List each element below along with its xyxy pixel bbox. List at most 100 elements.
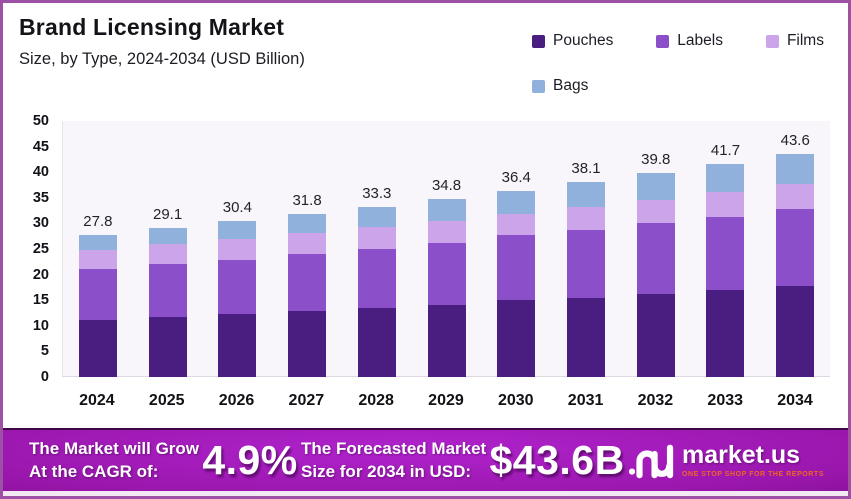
cagr-label-line1: The Market will Grow — [29, 439, 200, 459]
bar-group-2030: 36.4 — [481, 81, 551, 377]
brand-logo: market.us ONE STOP SHOP FOR THE REPORTS — [628, 442, 824, 480]
bar-segment-films — [78, 250, 117, 270]
bar-total-label: 30.4 — [222, 199, 252, 217]
bar-segment-pouches — [357, 307, 396, 377]
x-axis-label-2033: 2033 — [707, 392, 744, 409]
brand-name: market.us — [681, 441, 801, 469]
brand-text: market.us ONE STOP SHOP FOR THE REPORTS — [681, 441, 824, 479]
x-axis-label-2025: 2025 — [148, 392, 185, 409]
chart-legend: Pouches Labels Films Bags — [532, 32, 824, 95]
bar-segment-labels — [636, 223, 675, 295]
bar-segment-pouches — [288, 310, 327, 377]
bar-segment-bags — [427, 198, 466, 221]
bars-container: 27.8 29.1 30.4 31.8 33.3 34.8 36.4 38.1 39.8 41.7… — [63, 81, 830, 377]
y-tick-label: 25 — [32, 241, 49, 257]
footer-banner: The Market will Grow At the CAGR of: 4.9… — [3, 428, 848, 491]
bar-segment-pouches — [567, 297, 605, 377]
bar-total-label: 34.8 — [431, 176, 462, 194]
bar-group-2027: 31.8 — [272, 81, 342, 377]
legend-item-labels: Labels — [656, 32, 723, 50]
x-axis-label-2030: 2030 — [497, 392, 534, 409]
bar-segment-pouches — [78, 319, 117, 377]
bar-group-2028: 33.3 — [342, 81, 412, 377]
legend-item-films: Films — [765, 32, 824, 50]
cagr-value: 4.9% — [202, 437, 298, 483]
bar-segment-films — [148, 244, 187, 265]
bar-segment-pouches — [776, 286, 815, 377]
x-axis-label-2026: 2026 — [218, 392, 255, 409]
bar-segment-bags — [636, 173, 675, 200]
bar-segment-films — [776, 184, 815, 210]
legend-label: Pouches — [553, 32, 614, 49]
bar-segment-labels — [497, 235, 536, 301]
bar-total-label: 36.4 — [501, 168, 531, 186]
forecast-label-line2: Size for 2034 in USD: — [301, 461, 472, 481]
bar-segment-pouches — [148, 316, 187, 377]
x-axis-label-2029: 2029 — [428, 392, 464, 409]
bar-total-label: 38.1 — [571, 159, 601, 177]
bar-segment-bags — [706, 163, 745, 193]
y-tick-label: 5 — [40, 343, 49, 360]
bar-segment-labels — [357, 248, 396, 308]
bar-segment-pouches — [706, 290, 745, 377]
legend-label: Films — [786, 32, 824, 49]
bar-group-2025: 29.1 — [133, 81, 203, 377]
page-title: Brand Licensing Market — [19, 14, 285, 40]
bar-stack — [288, 214, 327, 377]
x-axis-label-2034: 2034 — [777, 392, 813, 409]
bar-total-label: 31.8 — [292, 192, 322, 210]
brand-tagline: ONE STOP SHOP FOR THE REPORTS — [681, 471, 824, 478]
bar-segment-pouches — [218, 314, 257, 377]
bar-stack — [357, 206, 396, 377]
legend-item-bags: Bags — [532, 77, 588, 95]
bottom-strip — [3, 491, 848, 496]
bar-segment-bags — [357, 206, 396, 227]
y-axis: 0 5 10 15 20 25 30 35 40 45 50 — [3, 113, 55, 385]
bar-segment-films — [427, 220, 466, 243]
bar-segment-bags — [148, 228, 187, 245]
bar-total-label: 41.7 — [710, 141, 741, 159]
forecast-value: $43.6B — [489, 437, 625, 483]
bar-segment-films — [288, 233, 327, 255]
legend-label: Labels — [677, 32, 723, 49]
y-tick-label: 10 — [32, 317, 49, 334]
x-axis-label-2027: 2027 — [288, 392, 325, 409]
bar-segment-films — [497, 214, 536, 236]
bar-total-label: 39.8 — [641, 151, 671, 169]
page-subtitle: Size, by Type, 2024-2034 (USD Billion) — [19, 50, 305, 68]
x-axis-label-2028: 2028 — [358, 392, 394, 409]
x-axis-label-2024: 2024 — [79, 392, 115, 409]
bar-stack — [776, 153, 815, 377]
y-tick-label: 30 — [32, 215, 49, 232]
bar-segment-labels — [706, 216, 745, 291]
bar-segment-labels — [148, 264, 187, 317]
x-axis-label-2031: 2031 — [567, 392, 604, 409]
bar-segment-bags — [288, 214, 327, 234]
bar-group-2031: 38.1 — [551, 81, 621, 377]
bar-total-label: 27.8 — [83, 212, 113, 230]
bar-segment-films — [357, 227, 396, 249]
bar-stack — [427, 198, 466, 377]
bar-segment-labels — [776, 209, 815, 287]
plot-area: 27.8 29.1 30.4 31.8 33.3 34.8 36.4 38.1 39.8 41.7… — [62, 121, 830, 377]
bar-stack — [497, 190, 536, 377]
y-tick-label: 20 — [32, 266, 49, 283]
bar-segment-pouches — [427, 304, 466, 377]
bar-segment-films — [636, 199, 675, 224]
x-axis: 2024 2025 2026 2027 2028 2029 2030 2031 2032 2033… — [62, 392, 830, 410]
legend-swatch-labels — [656, 34, 670, 48]
bar-segment-bags — [78, 234, 117, 251]
bar-segment-labels — [78, 269, 117, 320]
y-tick-label: 50 — [32, 113, 49, 129]
legend-label: Bags — [553, 77, 589, 94]
forecast-label-line1: The Forecasted Market — [301, 439, 487, 459]
bar-segment-labels — [427, 242, 466, 305]
bar-stack — [636, 173, 675, 377]
bar-group-2024: 27.8 — [63, 81, 133, 377]
bar-segment-bags — [497, 190, 536, 215]
bar-total-label: 43.6 — [780, 131, 810, 149]
bar-segment-labels — [218, 259, 257, 315]
bar-stack — [567, 181, 605, 377]
y-tick-label: 35 — [32, 189, 49, 206]
